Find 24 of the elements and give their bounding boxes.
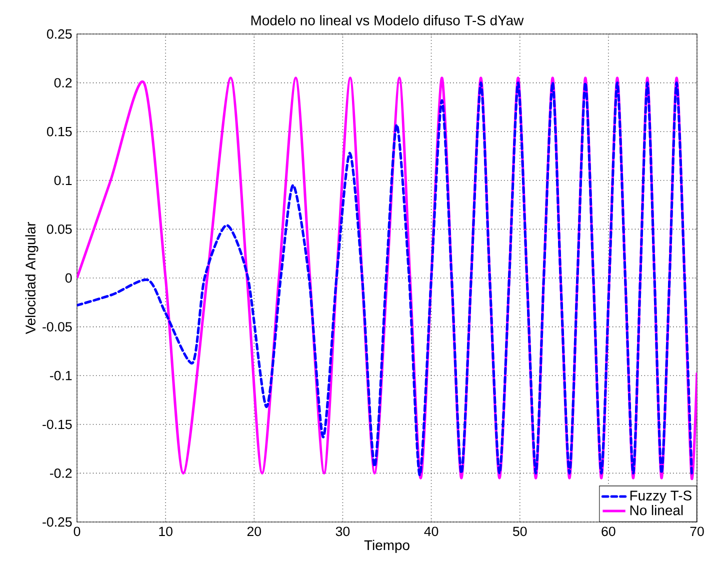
y-tick-label: 0.15 bbox=[46, 126, 72, 136]
x-tick-label: 70 bbox=[690, 526, 704, 536]
y-tick-label: -0.2 bbox=[50, 468, 72, 478]
y-tick-label: 0 bbox=[65, 273, 72, 283]
x-tick-label: 10 bbox=[159, 526, 172, 536]
x-axis-title: Tiempo bbox=[364, 540, 410, 553]
y-tick-label: -0.1 bbox=[50, 370, 72, 380]
y-tick-label: -0.15 bbox=[42, 420, 72, 430]
y-axis-title: Velocidad Angular bbox=[25, 222, 38, 334]
y-tick-label: -0.25 bbox=[42, 517, 72, 527]
y-tick-label: 0.1 bbox=[54, 176, 72, 186]
x-tick-label: 30 bbox=[336, 526, 350, 536]
legend-label: No lineal bbox=[630, 504, 683, 516]
x-tick-label: 0 bbox=[74, 526, 80, 536]
chart-title: Modelo no lineal vs Modelo difuso T-S dYaw bbox=[251, 15, 524, 26]
y-tick-label: 0.2 bbox=[54, 78, 72, 88]
x-tick-label: 60 bbox=[602, 526, 616, 536]
y-tick-label: 0.25 bbox=[46, 29, 72, 39]
x-tick-label: 20 bbox=[247, 526, 262, 536]
legend-label: Fuzzy T-S bbox=[630, 490, 692, 504]
x-tick-label: 50 bbox=[513, 526, 527, 536]
y-tick-label: 0.05 bbox=[46, 224, 72, 234]
y-tick-label: -0.05 bbox=[42, 322, 72, 332]
x-tick-label: 40 bbox=[424, 526, 438, 536]
